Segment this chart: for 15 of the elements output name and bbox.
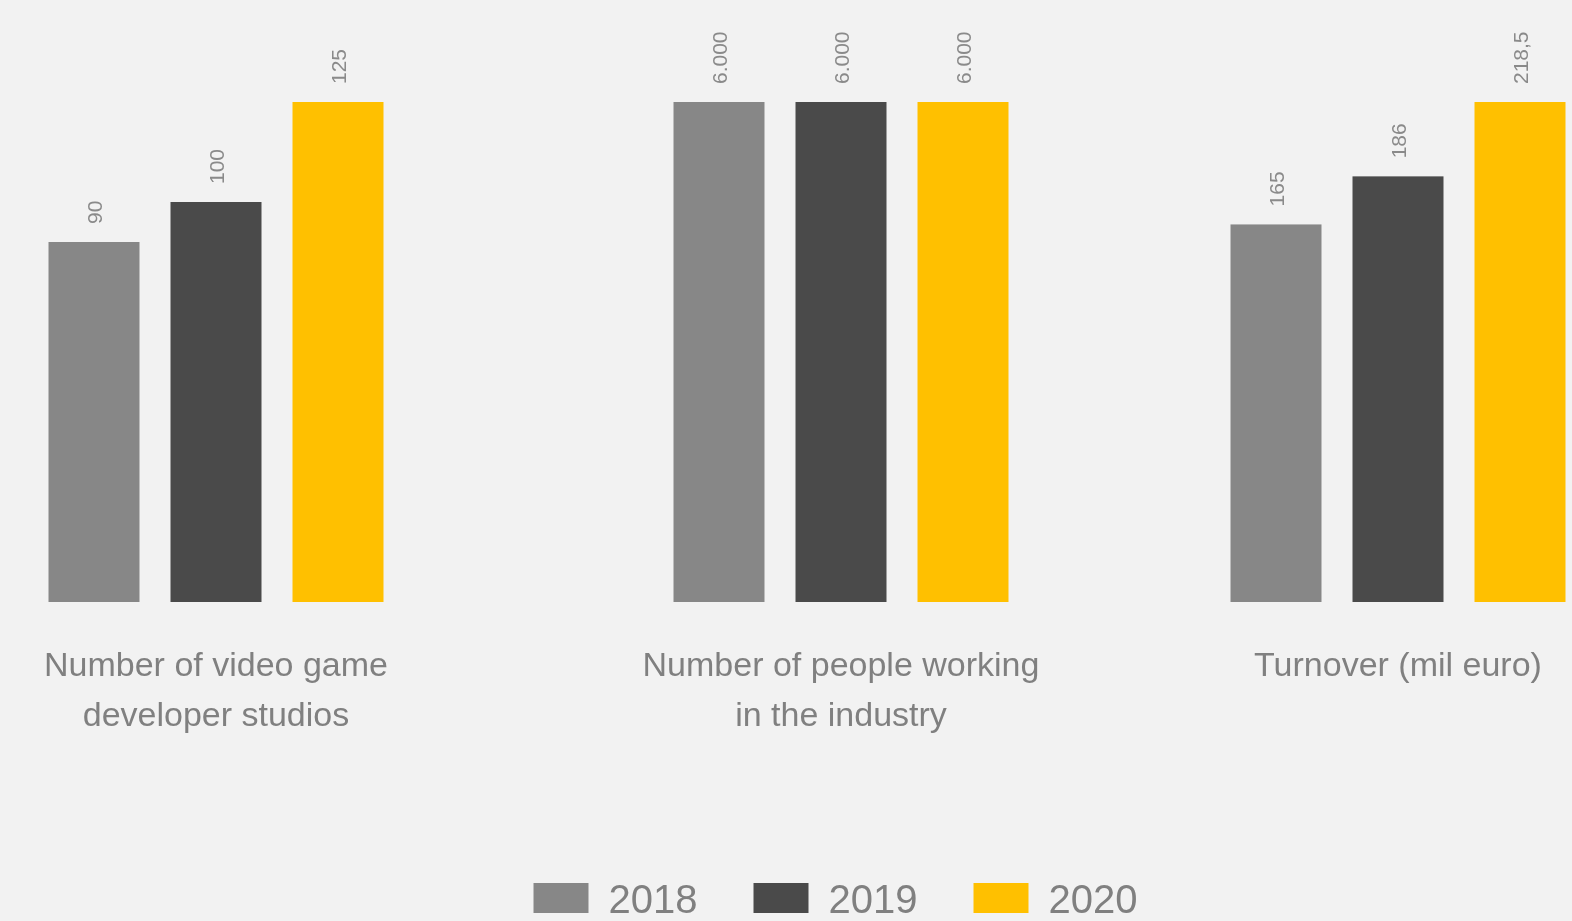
legend-label: 2020	[1048, 877, 1138, 921]
data-label: 6.000	[952, 31, 975, 84]
data-label: 100	[205, 148, 228, 184]
data-label: 125	[327, 48, 350, 84]
legend-label: 2019	[828, 877, 918, 921]
data-label: 165	[1265, 171, 1288, 207]
x-axis-title: Number of video game developer studios	[44, 645, 388, 733]
data-label: 218,5	[1509, 31, 1532, 84]
data-label: 6.000	[708, 31, 731, 84]
data-label: 186	[1387, 123, 1410, 159]
x-axis-title: Turnover (mil euro)	[1254, 645, 1542, 683]
legend-label: 2018	[608, 877, 698, 921]
x-axis-title: Number of people working in the industry	[642, 645, 1040, 733]
data-label: 6.000	[830, 31, 853, 84]
data-label: 90	[83, 200, 106, 224]
